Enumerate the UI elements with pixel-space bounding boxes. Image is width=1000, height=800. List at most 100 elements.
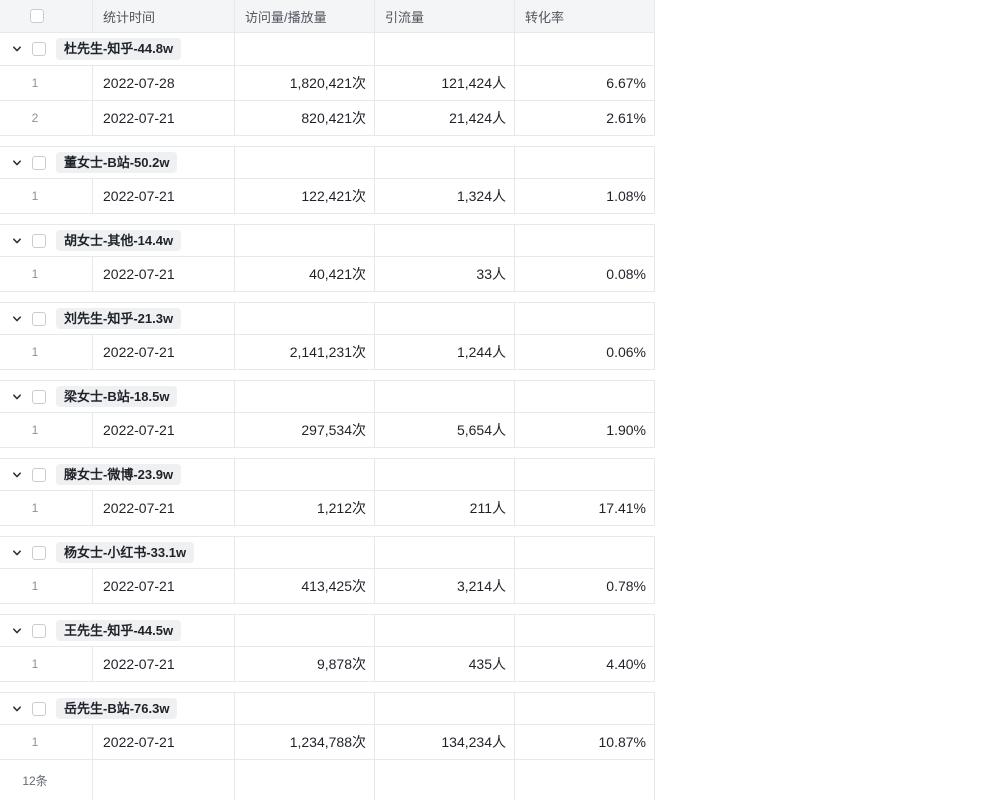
- column-header-stat-time[interactable]: 统计时间: [93, 0, 235, 32]
- table-header-row: 统计时间 访问量/播放量 引流量 转化率: [0, 0, 655, 33]
- cell-rate[interactable]: 6.67%: [515, 66, 655, 100]
- group-empty-cell: [375, 615, 515, 646]
- cell-visits[interactable]: 413,425次: [235, 569, 375, 603]
- rate-value: 1.08%: [606, 188, 646, 204]
- cell-rate[interactable]: 17.41%: [515, 491, 655, 525]
- cell-leads[interactable]: 435人: [375, 647, 515, 681]
- group-gap: [0, 136, 655, 146]
- table-row[interactable]: 1 2022-07-21 1,212次 211人 17.41%: [0, 491, 655, 526]
- group-rows: 1 2022-07-21 1,212次 211人 17.41%: [0, 491, 655, 526]
- cell-rate[interactable]: 0.08%: [515, 257, 655, 291]
- group-checkbox[interactable]: [32, 311, 46, 326]
- cell-stat-time[interactable]: 2022-07-21: [93, 647, 235, 681]
- cell-stat-time[interactable]: 2022-07-21: [93, 569, 235, 603]
- group-checkbox[interactable]: [32, 389, 46, 404]
- cell-stat-time[interactable]: 2022-07-21: [93, 101, 235, 135]
- cell-stat-time[interactable]: 2022-07-21: [93, 413, 235, 447]
- cell-visits[interactable]: 40,421次: [235, 257, 375, 291]
- chevron-down-icon[interactable]: [12, 703, 22, 715]
- cell-stat-time[interactable]: 2022-07-21: [93, 257, 235, 291]
- cell-leads[interactable]: 21,424人: [375, 101, 515, 135]
- group-header-row: 杨女士-小红书-33.1w: [0, 536, 655, 569]
- table-row[interactable]: 1 2022-07-21 122,421次 1,324人 1.08%: [0, 179, 655, 214]
- cell-leads[interactable]: 1,324人: [375, 179, 515, 213]
- table-row[interactable]: 1 2022-07-21 1,234,788次 134,234人 10.87%: [0, 725, 655, 760]
- chevron-down-icon[interactable]: [12, 235, 22, 247]
- chevron-down-icon[interactable]: [12, 469, 22, 481]
- rate-value: 17.41%: [598, 500, 646, 516]
- table-row[interactable]: 1 2022-07-21 9,878次 435人 4.40%: [0, 647, 655, 682]
- row-number-cell: 1: [0, 335, 93, 369]
- table-row[interactable]: 1 2022-07-28 1,820,421次 121,424人 6.67%: [0, 66, 655, 101]
- leads-value: 211人: [469, 500, 506, 516]
- group-rows: 1 2022-07-21 413,425次 3,214人 0.78%: [0, 569, 655, 604]
- cell-rate[interactable]: 1.90%: [515, 413, 655, 447]
- cell-rate[interactable]: 10.87%: [515, 725, 655, 759]
- cell-visits[interactable]: 2,141,231次: [235, 335, 375, 369]
- cell-visits[interactable]: 9,878次: [235, 647, 375, 681]
- group-empty-cell: [515, 225, 655, 256]
- column-header-rate[interactable]: 转化率: [515, 0, 655, 32]
- chevron-down-icon[interactable]: [12, 43, 22, 55]
- chevron-down-icon[interactable]: [12, 157, 22, 169]
- table-row[interactable]: 1 2022-07-21 413,425次 3,214人 0.78%: [0, 569, 655, 604]
- group-title-cell: 滕女士-微博-23.9w: [0, 459, 235, 490]
- select-all-checkbox[interactable]: [30, 9, 44, 23]
- cell-visits[interactable]: 1,820,421次: [235, 66, 375, 100]
- group-rows: 1 2022-07-28 1,820,421次 121,424人 6.67% 2…: [0, 66, 655, 136]
- group-gap: [0, 526, 655, 536]
- group-empty-cell: [515, 459, 655, 490]
- visits-value: 1,212次: [316, 500, 366, 516]
- cell-rate[interactable]: 1.08%: [515, 179, 655, 213]
- visits-value: 1,820,421次: [289, 75, 366, 91]
- cell-leads[interactable]: 211人: [375, 491, 515, 525]
- cell-leads[interactable]: 134,234人: [375, 725, 515, 759]
- cell-stat-time[interactable]: 2022-07-21: [93, 335, 235, 369]
- cell-stat-time[interactable]: 2022-07-21: [93, 179, 235, 213]
- group-checkbox[interactable]: [32, 467, 46, 482]
- chevron-down-icon[interactable]: [12, 391, 22, 403]
- row-index: 1: [31, 501, 39, 515]
- cell-leads[interactable]: 3,214人: [375, 569, 515, 603]
- cell-leads[interactable]: 121,424人: [375, 66, 515, 100]
- cell-visits[interactable]: 820,421次: [235, 101, 375, 135]
- cell-visits[interactable]: 122,421次: [235, 179, 375, 213]
- cell-visits[interactable]: 297,534次: [235, 413, 375, 447]
- table-row[interactable]: 1 2022-07-21 297,534次 5,654人 1.90%: [0, 413, 655, 448]
- group-checkbox[interactable]: [32, 42, 46, 56]
- group-checkbox[interactable]: [32, 155, 46, 170]
- cell-rate[interactable]: 0.78%: [515, 569, 655, 603]
- table-row[interactable]: 2 2022-07-21 820,421次 21,424人 2.61%: [0, 101, 655, 136]
- chevron-down-icon[interactable]: [12, 625, 22, 637]
- group-gap: [0, 604, 655, 614]
- column-header-leads[interactable]: 引流量: [375, 0, 515, 32]
- cell-leads[interactable]: 33人: [375, 257, 515, 291]
- cell-leads[interactable]: 5,654人: [375, 413, 515, 447]
- visits-value: 297,534次: [301, 422, 366, 438]
- group-title-cell: 杨女士-小红书-33.1w: [0, 537, 235, 568]
- group-checkbox[interactable]: [32, 545, 46, 560]
- table-footer-row: 12条: [0, 760, 655, 800]
- visits-value: 2,141,231次: [289, 344, 366, 360]
- table-row[interactable]: 1 2022-07-21 2,141,231次 1,244人 0.06%: [0, 335, 655, 370]
- column-header-visits[interactable]: 访问量/播放量: [235, 0, 375, 32]
- group-checkbox[interactable]: [32, 233, 46, 248]
- group-header-row: 杜先生-知乎-44.8w: [0, 33, 655, 66]
- cell-leads[interactable]: 1,244人: [375, 335, 515, 369]
- chevron-down-icon[interactable]: [12, 547, 22, 559]
- cell-visits[interactable]: 1,212次: [235, 491, 375, 525]
- cell-stat-time[interactable]: 2022-07-21: [93, 491, 235, 525]
- cell-stat-time[interactable]: 2022-07-28: [93, 66, 235, 100]
- group-checkbox[interactable]: [32, 701, 46, 716]
- cell-stat-time[interactable]: 2022-07-21: [93, 725, 235, 759]
- column-header-label: 转化率: [525, 9, 565, 25]
- cell-rate[interactable]: 2.61%: [515, 101, 655, 135]
- group-checkbox[interactable]: [32, 623, 46, 638]
- chevron-down-icon[interactable]: [12, 313, 22, 325]
- cell-rate[interactable]: 4.40%: [515, 647, 655, 681]
- cell-rate[interactable]: 0.06%: [515, 335, 655, 369]
- group-label: 杜先生-知乎-44.8w: [56, 38, 182, 60]
- cell-visits[interactable]: 1,234,788次: [235, 725, 375, 759]
- group-empty-cell: [375, 381, 515, 412]
- table-row[interactable]: 1 2022-07-21 40,421次 33人 0.08%: [0, 257, 655, 292]
